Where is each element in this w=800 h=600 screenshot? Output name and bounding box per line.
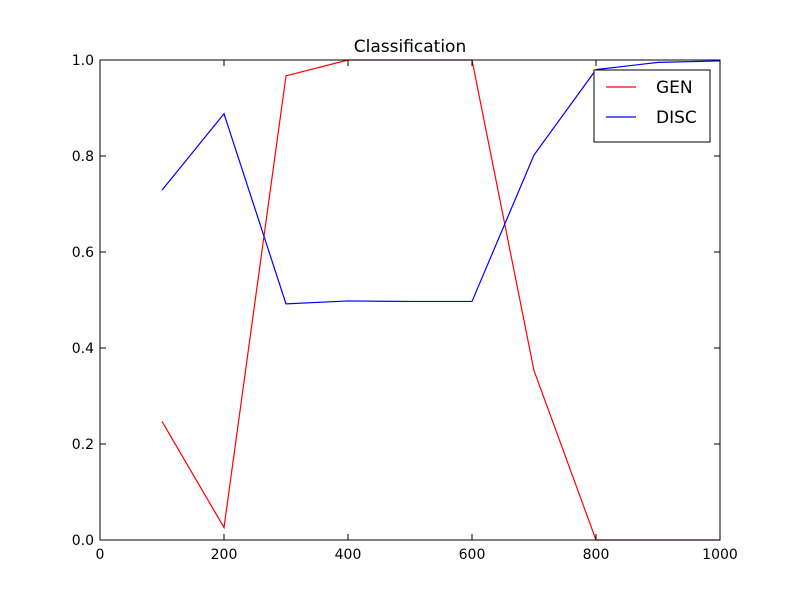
chart-title: Classification bbox=[354, 37, 466, 57]
legend-label-disc: DISC bbox=[656, 108, 697, 128]
y-tick-label: 0.8 bbox=[72, 149, 94, 165]
y-tick-label: 0.2 bbox=[72, 437, 94, 453]
x-tick-label: 0 bbox=[96, 547, 105, 563]
y-tick-label: 0.4 bbox=[72, 341, 94, 357]
y-tick-label: 1.0 bbox=[72, 53, 94, 69]
x-tick-label: 200 bbox=[211, 547, 238, 563]
legend-box bbox=[593, 69, 711, 143]
y-tick-label: 0.6 bbox=[72, 245, 94, 261]
x-tick-label: 400 bbox=[335, 547, 362, 563]
legend-label-gen: GEN bbox=[656, 78, 693, 98]
plot-area bbox=[99, 59, 721, 541]
axis-ticks: 0 200 400 600 800 1000 0.0 0.2 0.4 0.6 0.8 1.0 bbox=[72, 53, 738, 563]
x-tick-label: 800 bbox=[583, 547, 610, 563]
y-tick-label: 0.0 bbox=[72, 533, 94, 549]
x-tick-label: 600 bbox=[459, 547, 486, 563]
series-line-disc bbox=[161, 60, 721, 305]
legend: GEN DISC bbox=[593, 69, 711, 143]
x-tick-label: 1000 bbox=[702, 547, 738, 563]
